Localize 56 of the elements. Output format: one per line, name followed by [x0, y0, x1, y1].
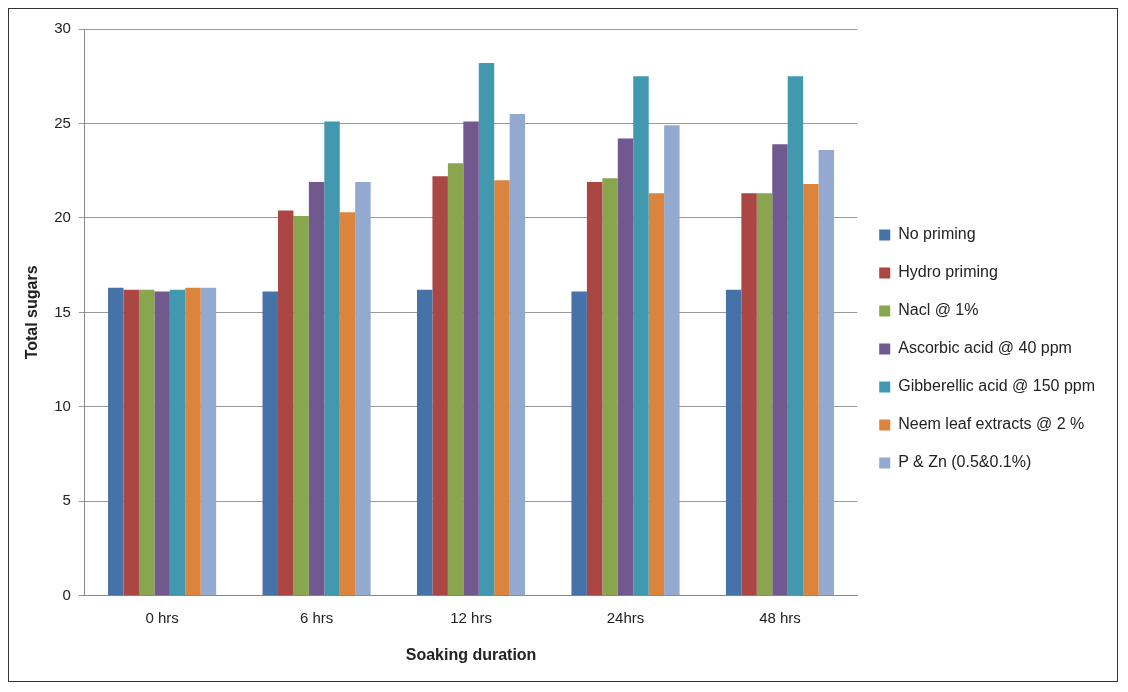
legend-label: Ascorbic acid @ 40 ppm — [898, 339, 1072, 357]
bar — [339, 212, 356, 596]
bar — [494, 180, 510, 596]
x-tick-label: 6 hrs — [299, 608, 334, 626]
bar — [648, 193, 665, 596]
bar — [772, 144, 788, 596]
bar — [108, 287, 124, 596]
bar — [293, 216, 309, 596]
y-tick-label: 30 — [54, 19, 71, 37]
y-tick-label: 10 — [54, 397, 71, 415]
bar — [586, 182, 603, 596]
bar — [756, 193, 773, 596]
bar — [741, 193, 757, 596]
bar — [262, 291, 278, 596]
bar — [200, 287, 217, 596]
bar — [185, 287, 201, 596]
bar — [355, 182, 371, 596]
x-tick-label: 24hrs — [606, 608, 645, 626]
bar — [123, 289, 139, 596]
bar — [154, 291, 170, 596]
bar — [633, 76, 649, 596]
bar — [138, 289, 155, 596]
bar — [571, 291, 587, 596]
bar — [725, 289, 742, 596]
bar — [324, 121, 340, 596]
bar — [416, 289, 433, 596]
y-tick-label: 20 — [54, 208, 71, 226]
legend-label: Hydro priming — [898, 263, 998, 281]
bar — [602, 178, 618, 596]
bar — [308, 182, 325, 596]
bar — [447, 163, 464, 596]
bar — [509, 114, 526, 596]
bar — [787, 76, 804, 596]
y-tick-label: 5 — [62, 491, 71, 509]
x-tick-label: 48 hrs — [759, 608, 801, 626]
bar — [664, 125, 680, 596]
y-tick-label: 15 — [54, 302, 71, 320]
x-tick-label: 12 hrs — [450, 608, 492, 626]
legend-label: No priming — [898, 225, 976, 243]
bar — [818, 149, 835, 596]
bar — [617, 138, 634, 596]
y-tick-label: 25 — [54, 113, 71, 131]
bar — [478, 63, 495, 596]
x-axis-title: Soaking duration — [405, 645, 537, 663]
bar — [463, 121, 479, 596]
bar — [169, 289, 186, 596]
x-tick-label: 0 hrs — [145, 608, 179, 626]
legend-label: Neem leaf extracts @ 2 % — [898, 415, 1085, 433]
y-tick-label: 0 — [62, 585, 71, 603]
legend-label: Gibberellic acid @ 150 ppm — [898, 377, 1095, 395]
legend-label: P & Zn (0.5&0.1%) — [898, 453, 1032, 471]
y-axis-title: Total sugars — [23, 265, 41, 360]
legend-label: Nacl @ 1% — [898, 301, 979, 319]
bar — [803, 183, 819, 596]
bar — [432, 176, 448, 596]
bar — [277, 210, 294, 596]
